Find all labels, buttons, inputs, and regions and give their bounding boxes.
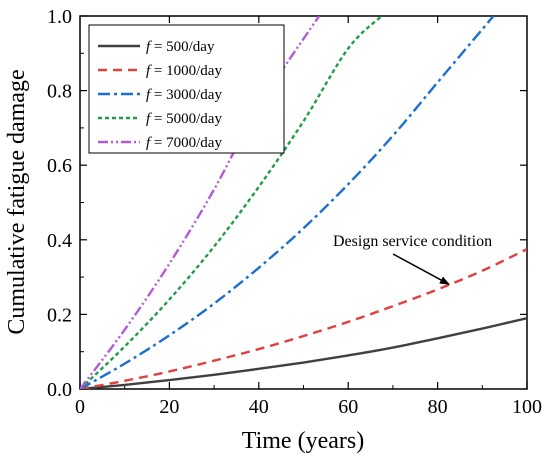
y-tick-label: 0.8 [47, 81, 72, 103]
x-tick-label: 80 [428, 396, 448, 418]
series-line-2 [80, 248, 527, 389]
y-tick-label: 0.0 [47, 379, 72, 401]
y-tick-label: 0.6 [47, 155, 72, 177]
series-line-5 [80, 16, 321, 389]
x-tick-label: 40 [249, 396, 269, 418]
x-axis-ticks: 0 20 40 60 80 100 [75, 16, 542, 418]
annotation: Design service condition [333, 233, 492, 285]
legend-label: f = 3000/day [146, 87, 222, 103]
y-axis-title: Cumulative fatigue damage [4, 69, 30, 334]
legend-label: f = 7000/day [146, 135, 222, 151]
series-lines [80, 16, 527, 389]
x-tick-label: 0 [75, 396, 85, 418]
legend-label: f = 5000/day [146, 111, 222, 127]
annotation-label: Design service condition [333, 233, 492, 250]
x-axis-title: Time (years) [242, 428, 364, 454]
series-line-4 [80, 16, 383, 389]
legend: f = 500/day f = 1000/day f = 3000/day f = 5… [88, 24, 285, 154]
annotation-arrow [392, 253, 450, 285]
series-line-3 [80, 16, 495, 389]
x-tick-label: 20 [159, 396, 179, 418]
y-tick-label: 0.2 [47, 304, 72, 326]
legend-label: f = 500/day [146, 39, 215, 55]
legend-label: f = 1000/day [146, 63, 222, 79]
y-axis-ticks: 0.0 0.2 0.4 0.6 0.8 1.0 [47, 6, 527, 401]
x-tick-label: 60 [338, 396, 358, 418]
y-tick-label: 1.0 [47, 6, 72, 28]
y-tick-label: 0.4 [47, 230, 72, 252]
x-tick-label: 100 [512, 396, 542, 418]
series-line-1 [80, 316, 527, 389]
